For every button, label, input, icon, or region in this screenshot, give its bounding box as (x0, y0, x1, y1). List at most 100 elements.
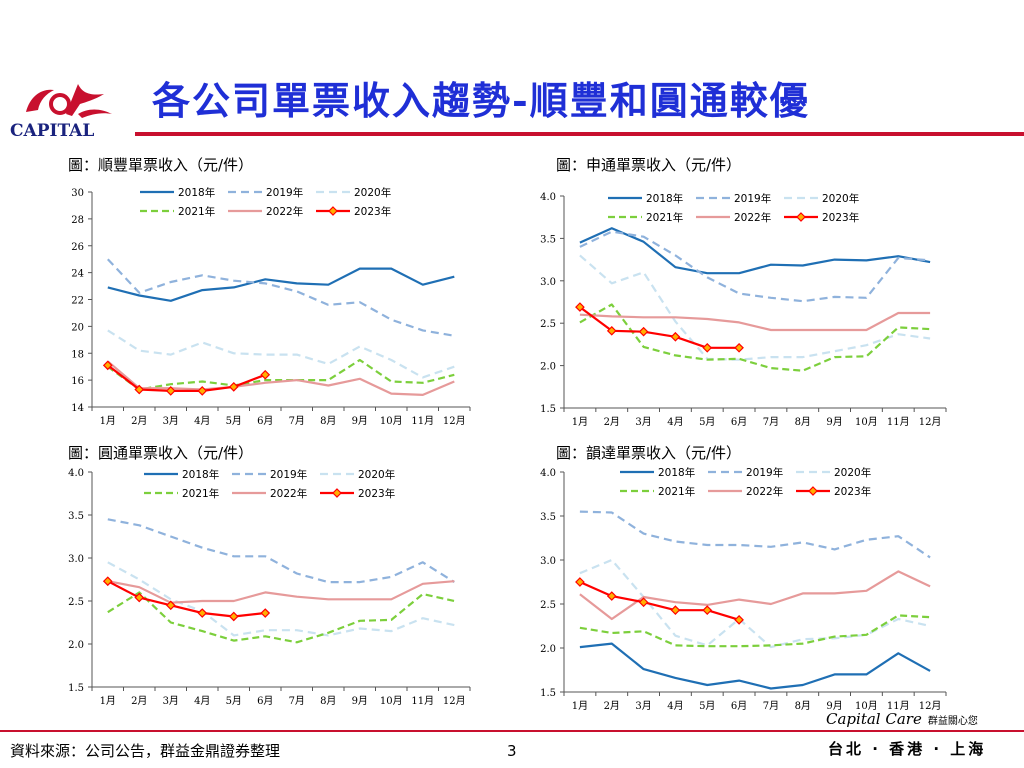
x-tick-label: 1月 (572, 700, 588, 712)
series-line-2023年 (579, 580, 740, 621)
y-tick-label: 3.5 (68, 511, 84, 522)
series-line-2018年 (107, 267, 455, 302)
legend-label: 2021年 (182, 487, 219, 500)
legend-label: 2019年 (746, 466, 783, 479)
x-tick-label: 8月 (795, 416, 811, 428)
legend-marker (808, 486, 818, 496)
series-point-2023年 (165, 386, 176, 396)
legend-label: 2022年 (734, 211, 771, 224)
x-tick-label: 9月 (352, 695, 368, 707)
x-tick-label: 6月 (731, 416, 747, 428)
x-tick-label: 1月 (100, 695, 116, 707)
capital-care-brand: Capital Care 群益關心您 (826, 710, 978, 728)
series-line-2020年 (107, 329, 455, 379)
x-tick-label: 1月 (100, 415, 116, 427)
series-point-2023年 (102, 360, 113, 371)
legend-label: 2018年 (658, 466, 695, 479)
series-line-2019年 (106, 258, 455, 337)
chart-sf-revenue-per-parcel: 14 16 18 20 22 24 26 28 30 1月 2月 3月 4月 5月 6月 7月 8月 9月 10月 1… (71, 186, 471, 427)
y-tick-label: 4.0 (540, 468, 556, 479)
series-point-2023年 (702, 342, 713, 353)
y-tick-label: 3.0 (540, 556, 556, 567)
y-tick-label: 14 (71, 403, 84, 414)
x-tick-label: 9月 (352, 415, 368, 427)
legend-marker (796, 212, 806, 222)
series-line-2019年 (107, 518, 455, 584)
legend-label: 2023年 (834, 485, 871, 498)
legend-label: 2020年 (354, 186, 391, 199)
series-point-2023年 (575, 302, 585, 312)
series-point-2023年 (734, 614, 744, 625)
x-tick-label: 5月 (226, 695, 242, 707)
series-line-2021年 (579, 614, 931, 648)
series-line-2018年 (579, 227, 931, 275)
series-line-2020年 (107, 561, 455, 637)
capital-care-cn: 群益關心您 (927, 716, 978, 727)
y-tick-label: 2.5 (540, 600, 556, 611)
x-tick-label: 11月 (411, 415, 434, 427)
x-tick-label: 2月 (131, 695, 147, 707)
series-line-2019年 (579, 230, 931, 303)
legend-label: 2023年 (358, 487, 395, 500)
y-tick-label: 26 (71, 242, 84, 253)
x-tick-label: 4月 (194, 415, 210, 427)
legend-label: 2020年 (834, 466, 871, 479)
y-tick-label: 3.5 (540, 234, 556, 245)
legend-label: 2018年 (182, 468, 219, 481)
legend-marker (328, 206, 338, 216)
series-line-2022年 (579, 570, 931, 621)
series-line-2022年 (579, 311, 931, 332)
y-tick-label: 2.5 (540, 319, 556, 330)
x-tick-label: 11月 (411, 695, 434, 707)
x-tick-label: 3月 (635, 700, 651, 712)
y-tick-label: 4.0 (68, 468, 84, 479)
y-tick-label: 22 (71, 296, 84, 307)
series-point-2023年 (638, 597, 649, 608)
x-tick-label: 7月 (289, 695, 305, 707)
series-point-2023年 (134, 592, 145, 603)
title-divider (135, 132, 1024, 136)
chart-yunda-revenue-per-parcel: 1.5 2.0 2.5 3.0 3.5 4.0 1月 2月 3月 4月 5月 6月 7月 8月 9月 10月 1… (540, 466, 947, 712)
x-tick-label: 8月 (795, 700, 811, 712)
x-tick-label: 4月 (667, 700, 683, 712)
series-line-2021年 (579, 303, 931, 372)
x-tick-label: 9月 (826, 416, 842, 428)
y-tick-label: 18 (71, 349, 84, 360)
capital-logo-text: CAPITAL (10, 121, 94, 141)
capital-logo-mark (26, 84, 112, 118)
x-tick-label: 4月 (194, 695, 210, 707)
series-line-2020年 (579, 254, 931, 361)
y-tick-label: 28 (71, 215, 84, 226)
series-line-2022年 (107, 360, 455, 396)
series-point-2023年 (134, 384, 145, 395)
series-point-2023年 (260, 369, 271, 380)
series-point-2023年 (228, 611, 239, 622)
series-line-2022年 (107, 580, 455, 604)
y-tick-label: 2.0 (540, 362, 556, 373)
series-line-2023年 (107, 364, 266, 392)
series-line-2021年 (107, 358, 455, 391)
series-point-2023年 (670, 605, 681, 616)
y-tick-label: 1.5 (540, 404, 556, 415)
capital-logo: CAPITAL (10, 84, 112, 141)
x-tick-label: 9月 (826, 700, 842, 712)
source-note: 資料來源：公司公告，群益金鼎證券整理 (10, 742, 281, 760)
y-tick-label: 3.0 (68, 554, 84, 565)
series-point-2023年 (638, 326, 649, 337)
legend-label: 2021年 (658, 485, 695, 498)
x-tick-label: 10月 (380, 415, 403, 427)
x-tick-label: 7月 (763, 416, 779, 428)
y-tick-label: 1.5 (68, 683, 84, 694)
series-point-2023年 (606, 591, 617, 601)
series-point-2023年 (606, 325, 617, 336)
x-tick-label: 8月 (320, 415, 336, 427)
series-line-2023年 (579, 306, 740, 349)
x-tick-label: 10月 (855, 700, 878, 712)
chart-caption-yto: 圖：圓通單票收入（元/件） (68, 444, 254, 462)
legend-label: 2022年 (266, 205, 303, 218)
office-cities: 台北 · 香港 · 上海 (828, 740, 987, 758)
x-tick-label: 6月 (731, 700, 747, 712)
series-point-2023年 (734, 342, 744, 353)
x-tick-label: 12月 (443, 695, 466, 707)
x-tick-label: 12月 (919, 416, 942, 428)
